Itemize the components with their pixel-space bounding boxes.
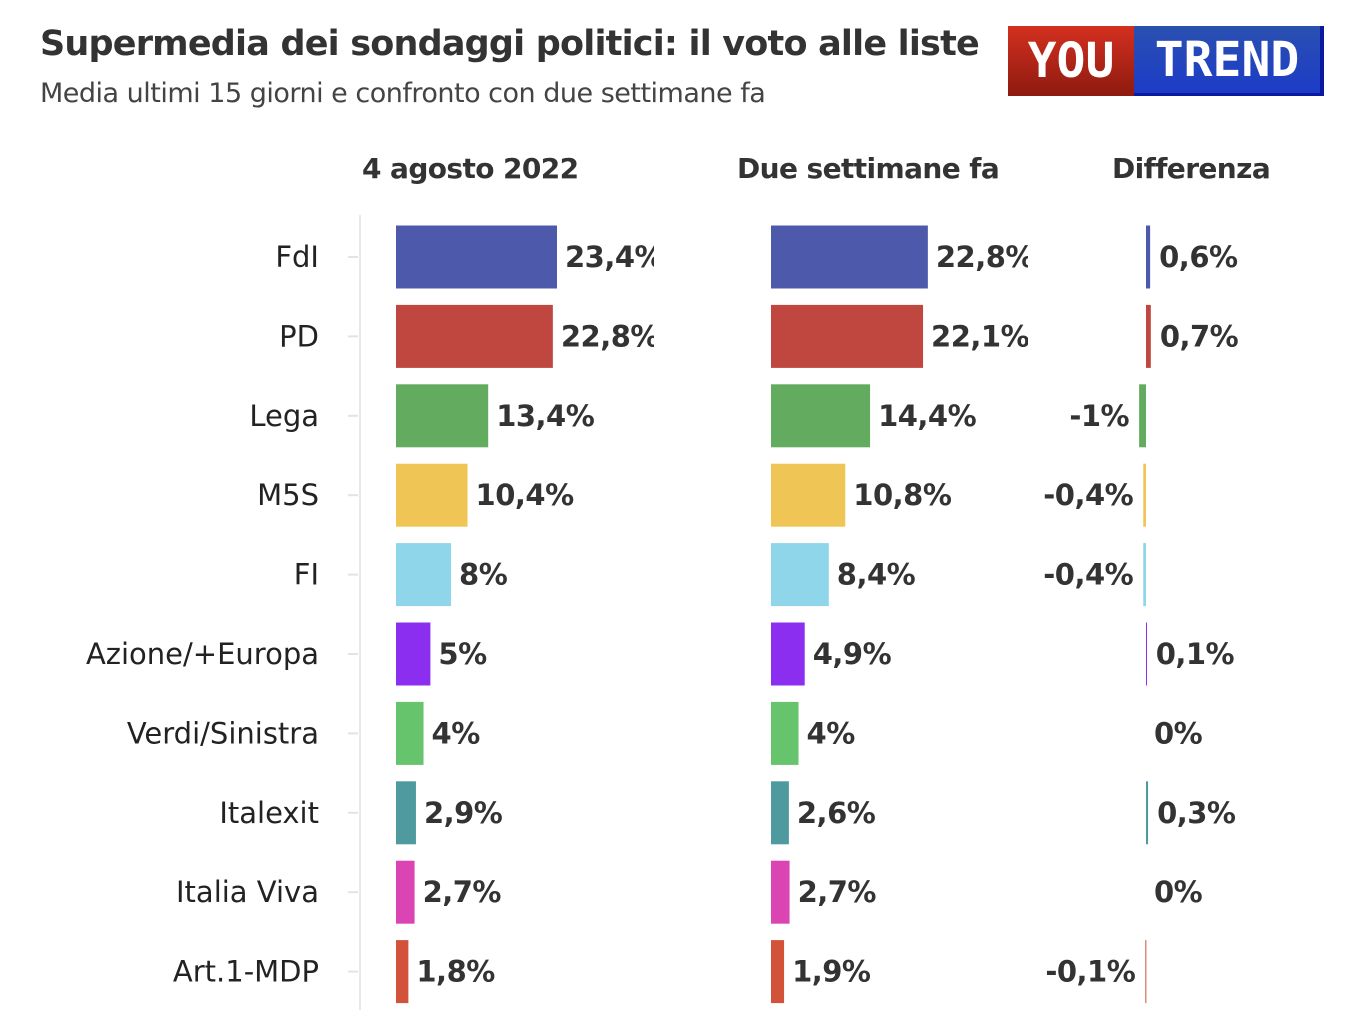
diff-label: -0,4%: [1043, 478, 1133, 512]
category-label-fi: FI: [294, 558, 319, 592]
diff-bar-italexit: [1146, 781, 1149, 845]
bar-fdi-series-0: [396, 225, 557, 289]
series-1-group: 2,6%: [771, 781, 876, 845]
bar-art-1-mdp-series-1: [771, 940, 785, 1004]
data-label: 13,4%: [496, 399, 595, 433]
logo-you: YOU: [1008, 26, 1134, 96]
series-1-group: 22,8%: [771, 225, 1035, 289]
data-label: 2,6%: [797, 796, 876, 830]
diff-label: 0%: [1154, 716, 1203, 750]
data-label: 2,9%: [424, 796, 503, 830]
bar-lega-series-1: [771, 384, 871, 448]
category-label-fdi: FdI: [275, 240, 319, 274]
diff-label: 0,6%: [1159, 240, 1238, 274]
series-0-group: 10,4%: [396, 463, 575, 527]
series-0-group: 4%: [396, 701, 481, 765]
series-0-group: 2,7%: [396, 860, 502, 924]
bar-art-1-mdp-series-0: [396, 940, 409, 1004]
diff-bar-art-1-mdp: [1145, 940, 1147, 1004]
series-0-group: 23,4%: [396, 225, 664, 289]
column-header-difference: Differenza: [1112, 152, 1271, 185]
data-label: 5%: [438, 637, 487, 671]
bar-verdi-sinistra-series-1: [771, 701, 799, 765]
column-header-current: 4 agosto 2022: [362, 152, 579, 185]
data-label: 22,8%: [561, 319, 660, 353]
chart-subtitle: Media ultimi 15 giorni e confronto con d…: [40, 78, 766, 109]
bar-pd-series-1: [771, 304, 924, 368]
bar-azione-europa-series-0: [396, 622, 431, 686]
diff-bar-fdi: [1146, 225, 1151, 289]
data-label: 10,4%: [476, 478, 575, 512]
diff-bar-fi: [1143, 543, 1146, 607]
category-label-italexit: Italexit: [219, 796, 319, 830]
series-0-group: 8%: [396, 543, 508, 607]
bar-pd-series-0: [396, 304, 553, 368]
bar-verdi-sinistra-series-0: [396, 701, 424, 765]
diff-bar-azione-europa: [1146, 622, 1147, 686]
category-label-verdi-sinistra: Verdi/Sinistra: [127, 716, 319, 750]
category-label-art-1-mdp: Art.1-MDP: [173, 955, 319, 989]
diff-bar-pd: [1146, 304, 1151, 368]
category-label-italia-viva: Italia Viva: [176, 875, 319, 909]
data-label: 8%: [459, 558, 508, 592]
series-1-group: 14,4%: [771, 384, 977, 448]
series-1-group: 22,1%: [771, 304, 1030, 368]
category-label-azione-europa: Azione/+Europa: [86, 637, 319, 671]
bar-fdi-series-1: [771, 225, 928, 289]
diff-label: -0,1%: [1045, 955, 1135, 989]
diff-bar-m5s: [1143, 463, 1146, 527]
series-0-group: 5%: [396, 622, 488, 686]
youtrend-logo: YOU TREND: [1008, 26, 1324, 96]
bar-italia-viva-series-1: [771, 860, 790, 924]
data-label: 14,4%: [878, 399, 977, 433]
category-label-pd: PD: [279, 319, 319, 353]
category-axis-line: [359, 215, 361, 1010]
diff-label: 0,7%: [1160, 319, 1239, 353]
series-0-group: 2,9%: [396, 781, 503, 845]
bar-fi-series-1: [771, 543, 829, 607]
diff-label: 0,1%: [1156, 637, 1235, 671]
data-label: 10,8%: [853, 478, 952, 512]
diff-label: 0,3%: [1157, 796, 1236, 830]
category-label-lega: Lega: [249, 399, 319, 433]
series-1-group: 4,9%: [771, 622, 892, 686]
logo-trend: TREND: [1134, 26, 1324, 96]
series-1-group: 10,8%: [771, 463, 952, 527]
data-label: 1,8%: [416, 955, 495, 989]
diff-bar-lega: [1139, 384, 1146, 448]
series-1-group: 1,9%: [771, 940, 871, 1004]
chart-title: Supermedia dei sondaggi politici: il vot…: [40, 24, 980, 64]
bar-m5s-series-0: [396, 463, 468, 527]
series-1-group: 4%: [771, 701, 856, 765]
series-0-group: 1,8%: [396, 940, 496, 1004]
diff-label: -1%: [1069, 399, 1129, 433]
bar-azione-europa-series-1: [771, 622, 805, 686]
bar-italia-viva-series-0: [396, 860, 415, 924]
data-label: 4,9%: [813, 637, 892, 671]
bar-fi-series-0: [396, 543, 452, 607]
data-label: 23,4%: [565, 240, 664, 274]
data-label: 22,8%: [936, 240, 1035, 274]
bar-m5s-series-1: [771, 463, 846, 527]
data-label: 8,4%: [837, 558, 916, 592]
series-1-group: 8,4%: [771, 543, 916, 607]
series-0-group: 13,4%: [396, 384, 595, 448]
data-label: 4%: [432, 716, 481, 750]
category-label-m5s: M5S: [257, 478, 319, 512]
data-label: 2,7%: [423, 875, 502, 909]
data-label: 22,1%: [931, 319, 1030, 353]
data-label: 2,7%: [798, 875, 877, 909]
bar-italexit-series-1: [771, 781, 789, 845]
data-label: 4%: [807, 716, 856, 750]
data-label: 1,9%: [792, 955, 871, 989]
diff-label: 0%: [1154, 875, 1203, 909]
diff-label: -0,4%: [1043, 558, 1133, 592]
series-1-group: 2,7%: [771, 860, 877, 924]
series-0-group: 22,8%: [396, 304, 660, 368]
bar-lega-series-0: [396, 384, 489, 448]
bar-italexit-series-0: [396, 781, 416, 845]
column-header-previous: Due settimane fa: [737, 152, 1000, 185]
